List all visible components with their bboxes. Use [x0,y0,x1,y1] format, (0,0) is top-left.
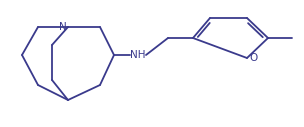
Text: O: O [249,53,257,63]
Text: N: N [59,22,67,32]
Text: NH: NH [130,50,146,60]
